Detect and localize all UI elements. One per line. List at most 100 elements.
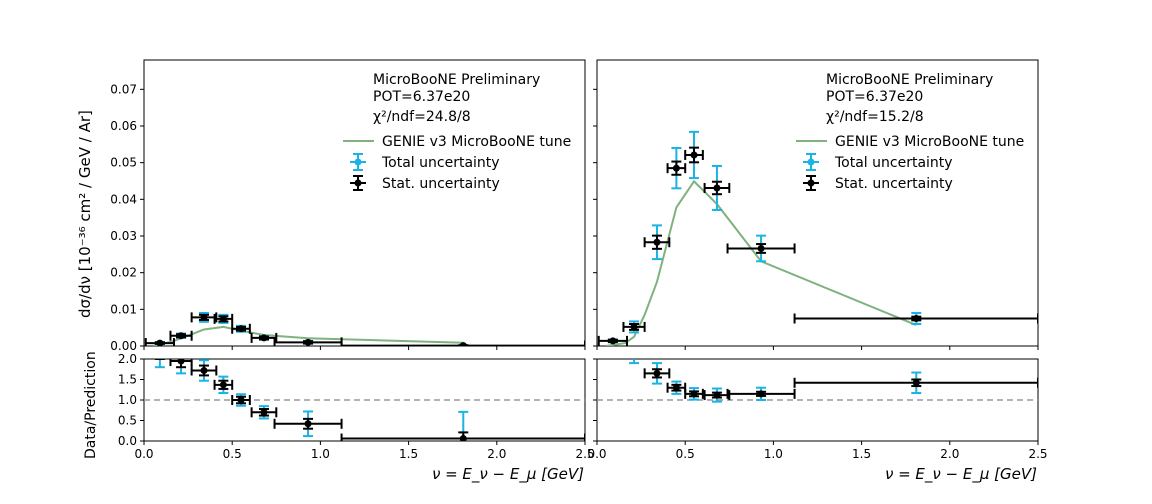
annotation-line-2: POT=6.37e20 [373,89,470,105]
y-tick-label: 0.02 [110,266,137,280]
y-tick-label: 2.0 [118,352,137,366]
data-point [726,386,796,401]
data-marker [609,337,617,345]
y-tick-label: 1.0 [118,393,137,407]
data-point [726,234,796,263]
data-point [273,337,343,346]
top-left-axes: 0.00 0.01 0.02 0.03 0.04 0.05 0.06 0.07 [110,82,586,353]
data-marker [912,315,920,322]
x-tick-label: 1.0 [311,447,330,461]
legend-total-swatch [350,153,366,171]
x-tick-label: 2.5 [1028,447,1047,461]
data-marker [237,325,245,333]
top-left-plot-area [144,312,585,346]
data-point [169,330,193,341]
annotation-line-1: MicroBooNE Preliminary [826,72,993,88]
data-point [231,323,251,334]
top-left-legend: GENIE v3 MicroBooNE tune Total uncertain… [343,134,571,192]
y-tick-label: 0.07 [110,82,137,96]
data-point [703,164,731,211]
data-point [703,387,731,403]
data-marker [757,390,765,398]
data-marker [653,238,661,246]
bottom-left-plot-area [144,359,585,441]
legend-total-label: Total uncertainty [381,155,500,171]
x-tick-label: 0.5 [676,447,695,461]
legend-stat-swatch [350,175,366,191]
y-tick-label: 0.04 [110,192,137,206]
data-point [340,410,585,441]
top-y-axis-label: dσ/dν [10⁻³⁶ cm² / GeV / Ar] [76,110,94,318]
data-marker [304,338,312,346]
data-point [793,312,1038,325]
legend-model-label: GENIE v3 MicroBooNE tune [835,134,1024,150]
x-tick-label: 2.5 [575,447,594,461]
y-tick-label: 0.01 [110,302,137,316]
data-point [273,410,343,438]
y-tick-label: 1.5 [118,373,137,387]
bottom-y-axis-label: Data/Prediction [83,351,99,459]
data-point [340,340,585,346]
x-tick-label: 1.5 [399,447,418,461]
data-marker [177,359,185,365]
x-tick-label: 1.5 [852,447,871,461]
bottom-right-panel: 0.0 0.5 1.0 1.5 2.0 2.5 [587,358,1048,461]
data-marker [200,313,208,321]
data-marker [713,391,721,399]
y-tick-label: 0.5 [118,414,137,428]
data-marker [200,366,208,374]
annotation-line-3: χ²/ndf=15.2/8 [826,109,924,125]
y-tick-label: 0.0 [118,434,137,448]
data-point [643,362,671,385]
data-marker [219,381,227,389]
data-marker [672,164,680,172]
data-point [793,371,1038,395]
data-point [190,359,218,382]
data-marker [630,323,638,331]
data-point [684,130,704,180]
data-marker [260,408,268,416]
top-left-annotation: MicroBooNE Preliminary POT=6.37e20 χ²/nd… [373,72,540,125]
bottom-left-axes: 0.0 0.5 1.0 1.5 2.0 0.0 0.5 1.0 1.5 2.0 2.5 [118,352,595,461]
y-tick-label: 0.06 [110,119,137,133]
top-right-axes [593,88,1039,350]
legend-total-swatch [803,153,819,171]
legend-stat-label: Stat. uncertainty [835,176,953,192]
data-point [643,224,671,261]
data-point [250,405,278,420]
top-right-plot-area [597,130,1038,346]
x-tick-label: 0.0 [134,447,153,461]
x-tick-label: 2.0 [940,447,959,461]
legend-model-label: GENIE v3 MicroBooNE tune [382,134,571,150]
data-marker [177,332,185,340]
annotation-line-1: MicroBooNE Preliminary [373,72,540,88]
data-point [231,393,251,407]
data-marker [672,384,680,392]
data-marker [713,184,721,192]
y-tick-label: 0.05 [110,156,137,170]
data-marker [690,151,698,159]
top-left-panel: 0.00 0.01 0.02 0.03 0.04 0.05 0.06 0.07 MicroBo… [110,59,586,353]
legend-stat-swatch [803,175,819,191]
top-left-frame [143,59,586,347]
x-tick-label: 2.0 [487,447,506,461]
top-y-axis-label-text: dσ/dν [10⁻³⁶ cm² / GeV / Ar] [76,110,94,318]
data-point [622,320,646,334]
top-right-panel: MicroBooNE Preliminary POT=6.37e20 χ²/nd… [593,59,1039,350]
model-prediction-line [605,179,917,346]
data-marker [304,420,312,428]
y-tick-label: 0.03 [110,229,137,243]
data-marker [912,379,920,387]
data-marker [459,435,467,441]
data-marker [219,315,227,323]
top-right-annotation: MicroBooNE Preliminary POT=6.37e20 χ²/nd… [826,72,993,125]
x-tick-label: 0.5 [223,447,242,461]
annotation-line-3: χ²/ndf=24.8/8 [373,109,471,125]
bottom-y-axis-label-text: Data/Prediction [83,351,99,459]
data-point [213,375,234,395]
x-tick-label: 1.0 [764,447,783,461]
bottom-right-plot-area [597,359,1038,403]
data-point [250,332,278,343]
data-marker [757,244,765,252]
